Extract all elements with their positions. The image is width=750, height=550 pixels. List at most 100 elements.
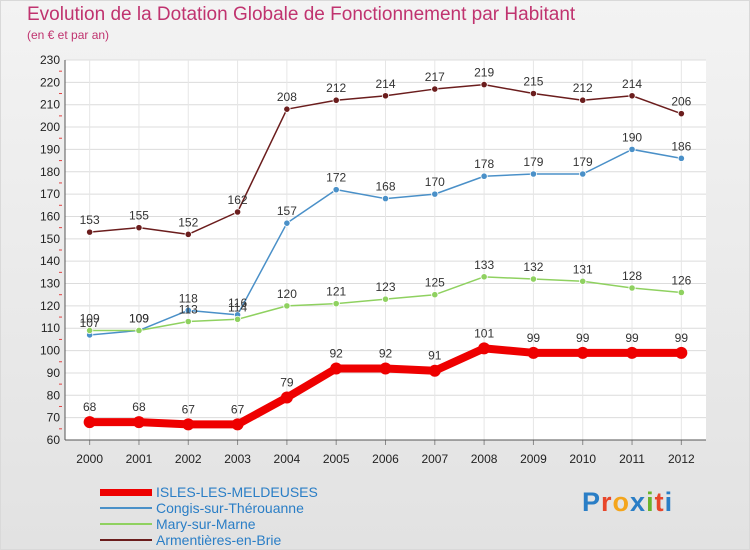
data-point (132, 416, 145, 429)
y-tick-label: 80 (47, 388, 61, 402)
data-point (431, 85, 439, 93)
y-tick-label: 190 (40, 142, 60, 156)
data-point (628, 284, 636, 292)
data-point (480, 80, 488, 89)
data-point (579, 277, 587, 285)
data-point (529, 170, 538, 178)
data-label: 123 (375, 280, 395, 294)
brand-letter: i (646, 487, 655, 517)
chart-title: Evolution de la Dotation Globale de Fonc… (27, 4, 576, 25)
data-point (431, 190, 439, 198)
data-label: 168 (375, 180, 395, 194)
data-point (478, 342, 491, 355)
data-label: 68 (83, 400, 97, 414)
data-point (332, 96, 340, 104)
data-label: 179 (523, 155, 543, 169)
data-point (332, 300, 340, 308)
data-point (330, 362, 343, 375)
y-tick-label: 150 (40, 232, 60, 246)
data-point (628, 145, 636, 154)
x-tick-label: 2000 (76, 452, 103, 466)
y-tick-label: 130 (40, 277, 60, 291)
data-label: 67 (182, 402, 196, 416)
data-label: 107 (80, 316, 100, 330)
data-point (86, 326, 94, 335)
data-label: 99 (576, 331, 590, 345)
data-label: 114 (228, 300, 247, 314)
x-tick-label: 2005 (323, 452, 350, 466)
data-label: 113 (179, 303, 198, 317)
x-tick-label: 2011 (619, 452, 645, 466)
data-point (86, 228, 94, 236)
data-label: 157 (277, 204, 297, 218)
data-label: 133 (474, 258, 494, 272)
data-label: 99 (625, 331, 639, 345)
data-point (283, 302, 291, 310)
data-label: 214 (622, 77, 642, 91)
series-3: 68 68 67 67 79 92 92 91 101 99 99 99 99 (83, 326, 689, 431)
y-tick-label: 60 (47, 433, 61, 447)
data-label: 214 (375, 77, 395, 91)
y-tick-label: 210 (40, 98, 60, 112)
data-label: 152 (178, 215, 198, 229)
data-label: 206 (671, 95, 691, 109)
brand-letter: i (664, 487, 674, 517)
data-label: 155 (129, 209, 149, 223)
y-tick-label: 200 (40, 120, 60, 134)
data-label: 101 (474, 326, 494, 340)
data-label: 178 (474, 157, 494, 171)
data-point (283, 219, 291, 227)
series-2: 109 109 113 114 120 121 123 125 133 132 131 128 126 (80, 258, 692, 335)
data-point (675, 346, 688, 359)
legend-label: Congis-sur-Thérouanne (156, 500, 304, 516)
y-tick-label: 120 (40, 299, 60, 313)
brand-logo: Proxiti (582, 487, 673, 518)
data-point (529, 275, 538, 283)
data-label: 118 (179, 291, 198, 305)
data-point (527, 346, 540, 359)
data-point (677, 154, 685, 162)
x-tick-label: 2012 (668, 452, 695, 466)
data-point (182, 418, 195, 431)
data-label: 219 (474, 66, 494, 80)
x-tick-label: 2008 (471, 452, 498, 466)
data-label: 212 (326, 81, 346, 95)
data-point (332, 186, 340, 194)
data-point (579, 170, 587, 178)
data-label: 99 (527, 331, 541, 345)
brand-letter: r (601, 487, 613, 517)
y-tick-label: 220 (40, 75, 60, 89)
data-point (135, 326, 143, 335)
data-label: 162 (228, 193, 248, 207)
legend-swatch (100, 523, 152, 525)
x-tick-label: 2004 (274, 452, 301, 466)
y-tick-label: 160 (40, 209, 60, 223)
legend-label: ISLES-LES-MELDEUSES (156, 484, 318, 500)
data-label: 186 (671, 139, 691, 153)
data-label: 109 (129, 311, 149, 325)
data-label: 68 (132, 400, 146, 414)
data-point (280, 391, 293, 404)
x-tick-label: 2010 (569, 452, 596, 466)
data-label: 99 (675, 331, 689, 345)
y-tick-label: 180 (40, 165, 60, 179)
data-label: 172 (326, 171, 346, 185)
data-point (283, 105, 291, 113)
data-point (480, 273, 488, 281)
data-label: 170 (425, 175, 445, 189)
data-label: 125 (425, 276, 445, 290)
data-label: 153 (80, 213, 100, 227)
data-label: 131 (573, 262, 593, 276)
legend-swatch (100, 507, 152, 509)
legend-label: Armentières-en-Brie (156, 532, 282, 548)
data-label: 67 (231, 402, 245, 416)
y-tick-label: 140 (40, 254, 60, 268)
data-label: 212 (573, 81, 593, 95)
x-tick-label: 2001 (126, 452, 153, 466)
data-point (184, 230, 192, 238)
chart-subtitle: (en € et par an) (27, 28, 110, 42)
data-point (381, 194, 390, 203)
brand-letter: t (654, 487, 665, 517)
